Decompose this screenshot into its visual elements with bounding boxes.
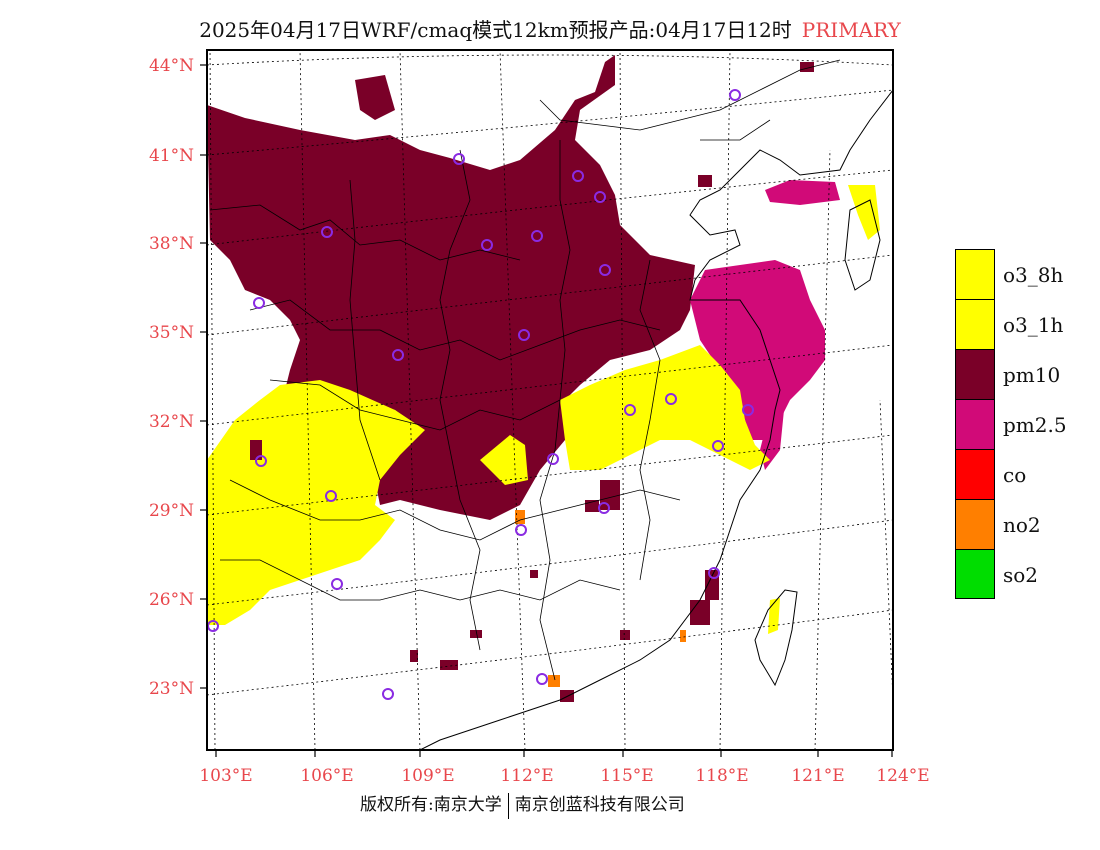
lon-label: 121°E bbox=[791, 766, 844, 786]
map-layers bbox=[207, 50, 893, 750]
city-marker bbox=[253, 297, 265, 309]
city-markers bbox=[207, 89, 754, 700]
city-marker bbox=[742, 404, 754, 416]
legend-label: o3_1h bbox=[1003, 313, 1064, 337]
no2-spot bbox=[680, 630, 686, 642]
lat-label: 29°N bbox=[149, 501, 194, 521]
city-marker bbox=[712, 440, 724, 452]
taiwan-outline bbox=[754, 589, 798, 687]
lat-label: 32°N bbox=[149, 412, 194, 432]
legend-swatch bbox=[955, 399, 995, 449]
city-marker bbox=[392, 349, 404, 361]
no2-spot bbox=[515, 510, 525, 524]
legend-item-co: co bbox=[955, 449, 1095, 499]
map-title: 2025年04月17日WRF/cmaq模式12km预报产品:04月17日12时 P… bbox=[0, 14, 1100, 43]
o3-blob-central bbox=[480, 435, 528, 485]
city-marker bbox=[325, 490, 337, 502]
lat-label: 26°N bbox=[149, 590, 194, 610]
city-marker bbox=[453, 153, 465, 165]
copyright-footer: 版权所有:南京大学 南京创蓝科技有限公司 bbox=[360, 790, 685, 819]
legend-label: co bbox=[1003, 463, 1027, 487]
footer-right: 南京创蓝科技有限公司 bbox=[514, 795, 685, 815]
legend-label: pm2.5 bbox=[1003, 413, 1067, 437]
lat-label: 23°N bbox=[149, 679, 194, 699]
lon-label: 112°E bbox=[500, 766, 553, 786]
city-marker bbox=[518, 329, 530, 341]
legend: o3_8h o3_1h pm10 pm2.5 co no2 so2 bbox=[955, 249, 1095, 599]
city-marker bbox=[665, 393, 677, 405]
legend-item-o31h: o3_1h bbox=[955, 299, 1095, 349]
city-marker bbox=[708, 567, 720, 579]
city-marker bbox=[599, 264, 611, 276]
legend-swatch bbox=[955, 449, 995, 499]
legend-swatch bbox=[955, 549, 995, 599]
map-frame bbox=[206, 49, 894, 751]
legend-swatch bbox=[955, 499, 995, 549]
city-marker bbox=[321, 226, 333, 238]
city-marker bbox=[331, 578, 343, 590]
lat-label: 38°N bbox=[149, 234, 194, 254]
legend-swatch bbox=[955, 349, 995, 399]
footer-left: 版权所有:南京大学 bbox=[360, 795, 502, 815]
footer-separator bbox=[507, 792, 509, 819]
pm25-region bbox=[690, 260, 825, 440]
lon-label: 118°E bbox=[695, 766, 748, 786]
o3-blob-northeast bbox=[848, 185, 880, 240]
legend-label: so2 bbox=[1003, 563, 1039, 587]
city-marker bbox=[598, 502, 610, 514]
lon-label: 103°E bbox=[199, 766, 252, 786]
city-marker bbox=[624, 404, 636, 416]
pm10-region bbox=[207, 55, 695, 520]
o3-region-east bbox=[560, 345, 770, 470]
city-marker bbox=[729, 89, 741, 101]
lat-label: 35°N bbox=[149, 323, 194, 343]
lon-label: 106°E bbox=[300, 766, 353, 786]
city-marker bbox=[572, 170, 584, 182]
no2-spot bbox=[548, 675, 560, 687]
legend-label: no2 bbox=[1003, 513, 1041, 537]
legend-item-pm10: pm10 bbox=[955, 349, 1095, 399]
lat-label: 44°N bbox=[149, 56, 194, 76]
lon-label: 115°E bbox=[600, 766, 653, 786]
title-main: 2025年04月17日WRF/cmaq模式12km预报产品:04月17日12时 bbox=[199, 18, 792, 42]
city-marker bbox=[382, 688, 394, 700]
city-marker bbox=[594, 191, 606, 203]
legend-item-no2: no2 bbox=[955, 499, 1095, 549]
legend-label: o3_8h bbox=[1003, 263, 1064, 287]
korea-outline bbox=[844, 199, 881, 291]
legend-item-o38h: o3_8h bbox=[955, 249, 1095, 299]
city-marker bbox=[531, 230, 543, 242]
coastline bbox=[419, 89, 893, 750]
city-marker bbox=[481, 239, 493, 251]
city-marker bbox=[255, 455, 267, 467]
legend-item-so2: so2 bbox=[955, 549, 1095, 599]
lon-label: 124°E bbox=[876, 766, 929, 786]
legend-swatch bbox=[955, 299, 995, 349]
pm25-north-blob bbox=[765, 180, 840, 205]
legend-swatch bbox=[955, 249, 995, 299]
legend-item-pm25: pm2.5 bbox=[955, 399, 1095, 449]
pm10-north-blob bbox=[355, 75, 395, 120]
graticule bbox=[207, 50, 893, 750]
lat-label: 41°N bbox=[149, 146, 194, 166]
axis-ticks bbox=[200, 64, 893, 757]
lat-labels: 44°N 41°N 38°N 35°N 32°N 29°N 26°N 23°N bbox=[149, 56, 194, 699]
title-tag: PRIMARY bbox=[801, 18, 901, 42]
city-marker bbox=[547, 453, 559, 465]
lon-labels: 103°E 106°E 109°E 112°E 115°E 118°E 121°… bbox=[199, 766, 929, 786]
lon-label: 109°E bbox=[401, 766, 454, 786]
city-marker bbox=[536, 673, 548, 685]
city-marker bbox=[515, 524, 527, 536]
legend-label: pm10 bbox=[1003, 363, 1061, 387]
